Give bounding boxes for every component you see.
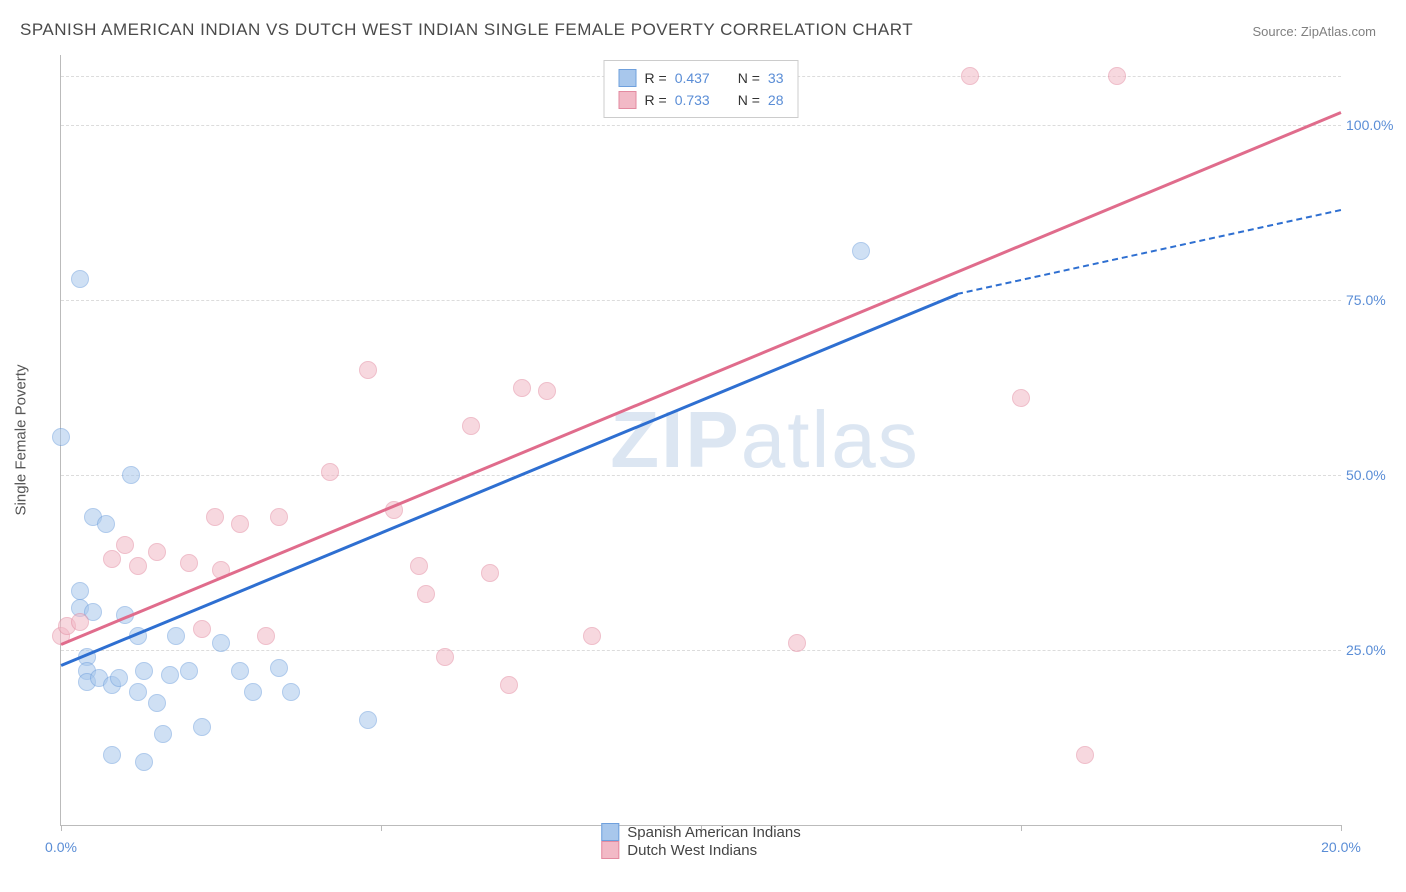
r-value: 0.437	[675, 70, 710, 86]
legend-swatch-icon	[619, 69, 637, 87]
x-tick	[381, 825, 382, 831]
data-point-dutch	[103, 550, 121, 568]
data-point-dutch	[788, 634, 806, 652]
data-point-spanish	[180, 662, 198, 680]
data-point-dutch	[583, 627, 601, 645]
data-point-spanish	[110, 669, 128, 687]
data-point-spanish	[122, 466, 140, 484]
data-point-spanish	[231, 662, 249, 680]
series-label: Dutch West Indians	[627, 842, 757, 859]
data-point-dutch	[538, 382, 556, 400]
data-point-dutch	[1012, 389, 1030, 407]
data-point-dutch	[1108, 67, 1126, 85]
data-point-dutch	[321, 463, 339, 481]
data-point-spanish	[161, 666, 179, 684]
y-axis-label: Single Female Poverty	[13, 365, 30, 516]
trend-line	[61, 111, 1342, 645]
r-value: 0.733	[675, 92, 710, 108]
y-tick-label: 50.0%	[1346, 467, 1401, 483]
x-tick	[61, 825, 62, 831]
data-point-dutch	[410, 557, 428, 575]
data-point-dutch	[513, 379, 531, 397]
legend-swatch-icon	[601, 841, 619, 859]
y-tick-label: 25.0%	[1346, 642, 1401, 658]
gridline	[61, 125, 1341, 126]
data-point-spanish	[103, 746, 121, 764]
data-point-spanish	[71, 582, 89, 600]
n-label: N =	[738, 70, 760, 86]
data-point-dutch	[129, 557, 147, 575]
n-label: N =	[738, 92, 760, 108]
data-point-spanish	[71, 270, 89, 288]
data-point-dutch	[116, 536, 134, 554]
x-tick	[1341, 825, 1342, 831]
data-point-dutch	[193, 620, 211, 638]
data-point-dutch	[270, 508, 288, 526]
data-point-spanish	[135, 662, 153, 680]
data-point-dutch	[148, 543, 166, 561]
y-tick-label: 75.0%	[1346, 292, 1401, 308]
series-legend-item-dutch: Dutch West Indians	[601, 841, 800, 859]
data-point-dutch	[417, 585, 435, 603]
series-label: Spanish American Indians	[627, 824, 800, 841]
watermark: ZIPatlas	[610, 394, 919, 486]
data-point-dutch	[257, 627, 275, 645]
data-point-spanish	[135, 753, 153, 771]
data-point-dutch	[500, 676, 518, 694]
trend-line	[61, 293, 958, 666]
data-point-spanish	[212, 634, 230, 652]
legend-swatch-icon	[619, 91, 637, 109]
data-point-spanish	[148, 694, 166, 712]
data-point-dutch	[1076, 746, 1094, 764]
x-tick-label: 0.0%	[45, 839, 77, 855]
trend-line	[957, 209, 1341, 295]
data-point-spanish	[852, 242, 870, 260]
data-point-spanish	[193, 718, 211, 736]
n-value: 33	[768, 70, 784, 86]
x-tick	[1021, 825, 1022, 831]
data-point-spanish	[97, 515, 115, 533]
series-legend: Spanish American IndiansDutch West India…	[601, 823, 800, 859]
r-label: R =	[645, 92, 667, 108]
gridline	[61, 650, 1341, 651]
data-point-dutch	[436, 648, 454, 666]
source-attribution: Source: ZipAtlas.com	[1252, 24, 1376, 39]
correlation-legend: R = 0.437 N = 33 R = 0.733 N = 28	[604, 60, 799, 118]
gridline	[61, 475, 1341, 476]
y-tick-label: 100.0%	[1346, 117, 1401, 133]
legend-row-spanish: R = 0.437 N = 33	[619, 67, 784, 89]
data-point-dutch	[231, 515, 249, 533]
data-point-spanish	[154, 725, 172, 743]
chart-title: SPANISH AMERICAN INDIAN VS DUTCH WEST IN…	[20, 20, 913, 40]
x-tick-label: 20.0%	[1321, 839, 1361, 855]
data-point-dutch	[180, 554, 198, 572]
data-point-spanish	[129, 683, 147, 701]
chart-plot-area: ZIPatlas Single Female Poverty 25.0%50.0…	[60, 55, 1341, 826]
n-value: 28	[768, 92, 784, 108]
series-legend-item-spanish: Spanish American Indians	[601, 823, 800, 841]
data-point-spanish	[244, 683, 262, 701]
data-point-spanish	[52, 428, 70, 446]
data-point-dutch	[961, 67, 979, 85]
data-point-spanish	[282, 683, 300, 701]
data-point-spanish	[167, 627, 185, 645]
legend-row-dutch: R = 0.733 N = 28	[619, 89, 784, 111]
data-point-dutch	[462, 417, 480, 435]
data-point-dutch	[481, 564, 499, 582]
data-point-spanish	[359, 711, 377, 729]
data-point-dutch	[206, 508, 224, 526]
data-point-dutch	[71, 613, 89, 631]
data-point-dutch	[359, 361, 377, 379]
legend-swatch-icon	[601, 823, 619, 841]
gridline	[61, 300, 1341, 301]
r-label: R =	[645, 70, 667, 86]
data-point-spanish	[270, 659, 288, 677]
